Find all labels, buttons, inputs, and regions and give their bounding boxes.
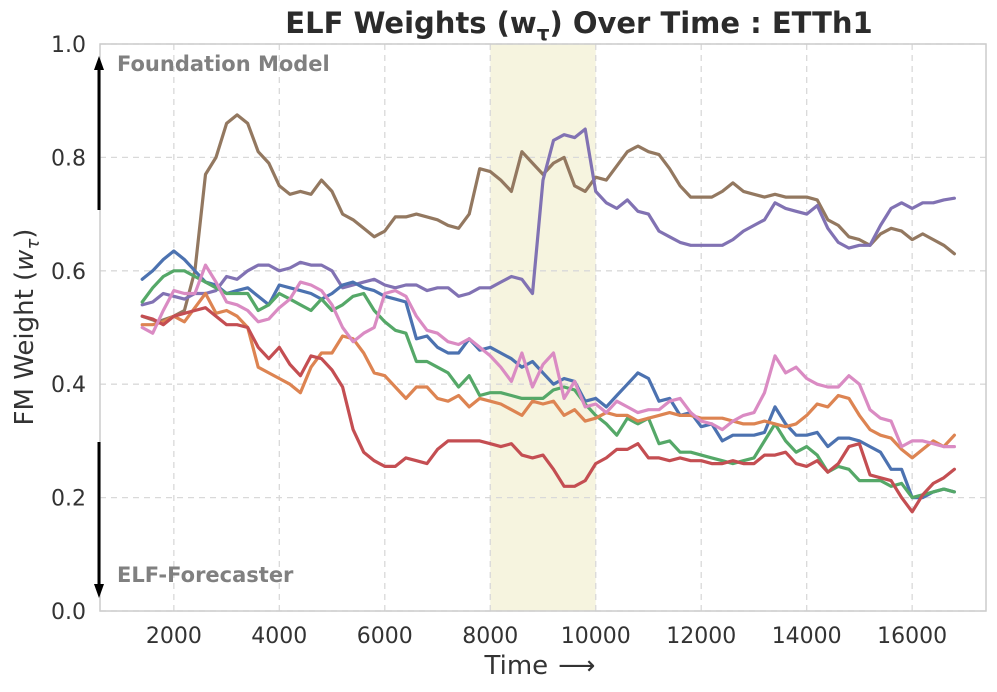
series-line-6 [140, 306, 956, 514]
series-layer [140, 113, 956, 514]
y-tick-label: 0.2 [51, 487, 86, 512]
y-tick-labels: 0.0 0.2 0.4 0.6 0.8 1.0 [51, 33, 86, 625]
y-axis-label: FM Weight (wτ) [10, 229, 44, 426]
x-axis-label: Time ⟶ [484, 651, 596, 681]
x-tick-label: 10000 [561, 624, 631, 649]
title-subscript: τ [537, 21, 550, 45]
series-line-1 [140, 113, 956, 324]
y-tick-label: 0.0 [51, 600, 86, 625]
annotation-elf-forecaster: ELF-Forecaster [117, 563, 294, 587]
title-suffix: ) Over Time : ETTh1 [549, 6, 872, 40]
series-line-2 [140, 127, 956, 307]
x-tick-label: 2000 [146, 624, 202, 649]
x-tick-label: 8000 [462, 624, 518, 649]
foundation-arrow [94, 56, 104, 210]
x-tick-label: 12000 [666, 624, 736, 649]
highlight-layer [490, 44, 596, 611]
x-tick-label: 16000 [877, 624, 947, 649]
y-axis-label-subscript: τ [23, 239, 44, 250]
y-tick-label: 0.8 [51, 146, 86, 171]
y-tick-label: 0.6 [51, 260, 86, 285]
title-main: ELF Weights (w [285, 6, 536, 40]
y-axis-label-close: ) [10, 229, 40, 239]
series-line-5 [140, 291, 956, 460]
series-line-4 [140, 269, 956, 500]
x-tick-label: 14000 [772, 624, 842, 649]
plot-frame [99, 43, 987, 612]
y-tick-label: 1.0 [51, 33, 86, 58]
x-axis-arrow: ⟶ [558, 651, 595, 681]
y-tick-label: 0.4 [51, 373, 86, 398]
chart-title: ELF Weights (wτ) Over Time : ETTh1 [285, 6, 872, 45]
series-line-7 [140, 263, 956, 449]
x-tick-label: 6000 [357, 624, 413, 649]
series-line-3 [140, 249, 956, 500]
elf-arrow [94, 442, 104, 598]
annotation-foundation-model: Foundation Model [117, 52, 330, 76]
x-tick-labels: 2000 4000 6000 8000 10000 12000 14000 16000 [146, 624, 947, 649]
x-tick-label: 4000 [251, 624, 307, 649]
highlight-band [490, 44, 596, 611]
x-axis-label-text: Time [484, 651, 549, 681]
y-axis-label-text: FM Weight ( [10, 271, 40, 426]
y-axis-label-symbol: w [10, 249, 40, 271]
